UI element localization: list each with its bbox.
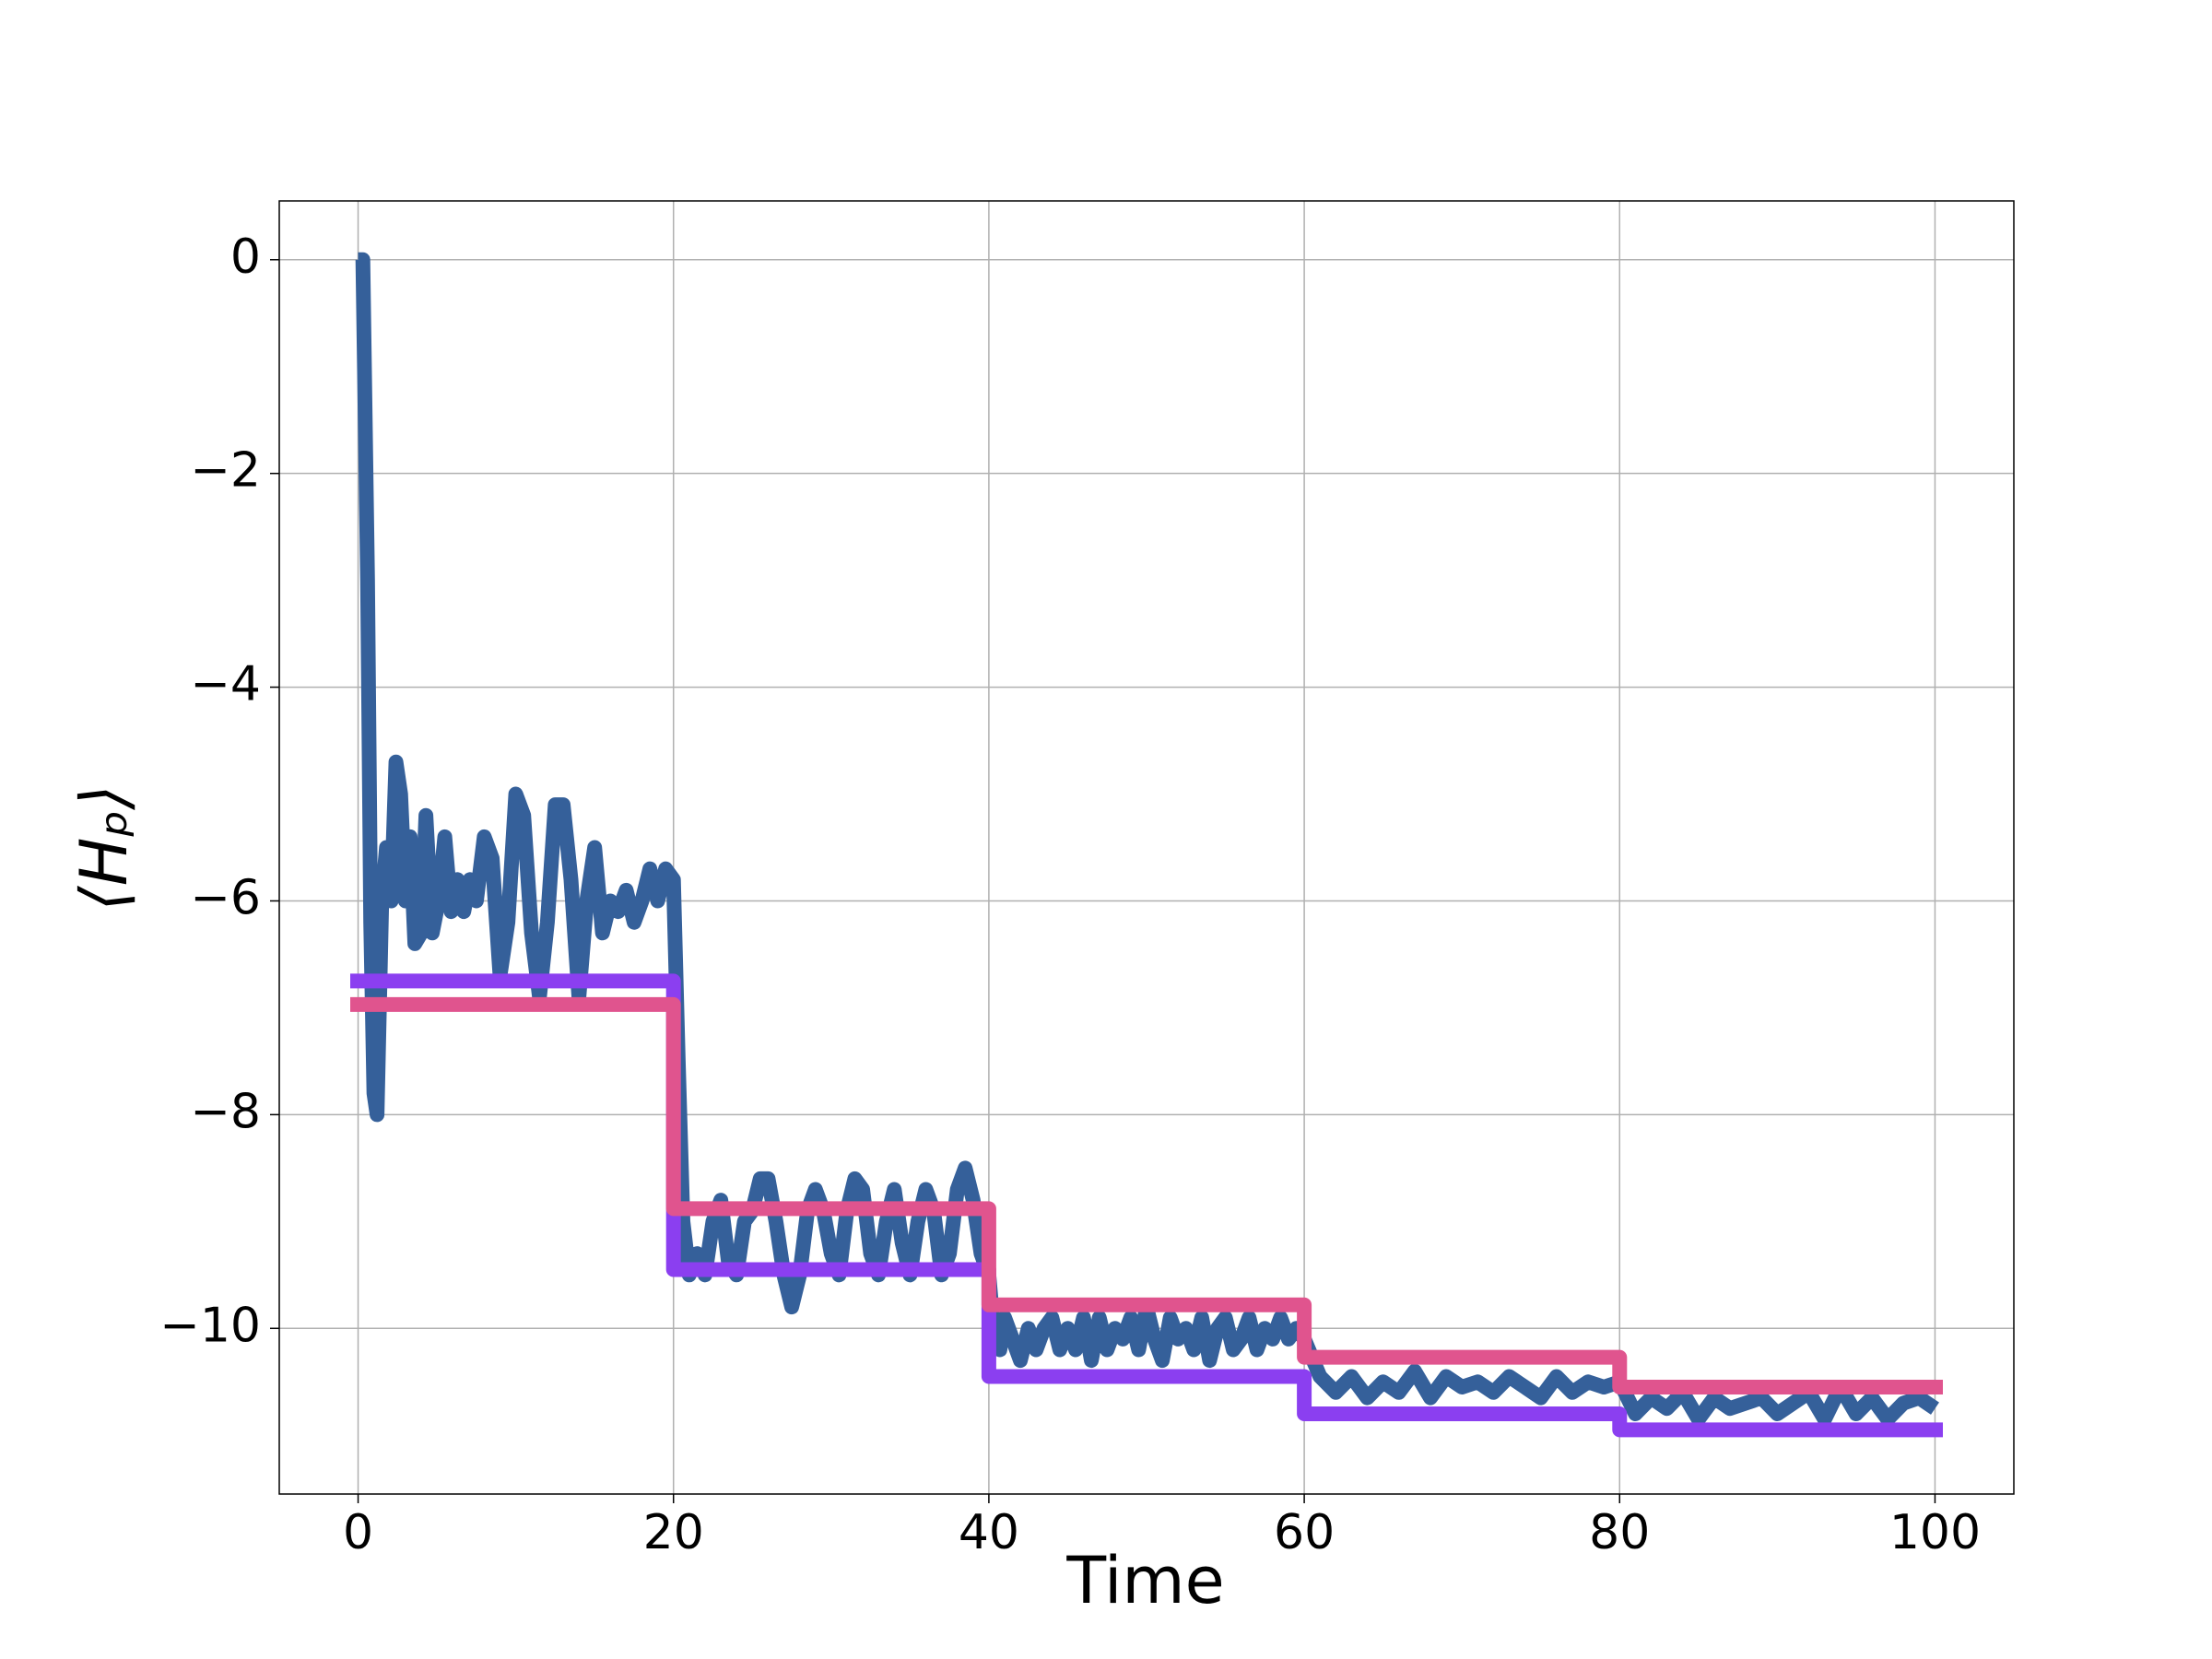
x-tick-label: 20	[643, 1505, 704, 1560]
y-tick-label: 0	[230, 229, 261, 285]
y-tick-label: −10	[159, 1298, 261, 1353]
x-tick-label: 40	[959, 1505, 1019, 1560]
y-tick-label: −4	[190, 657, 261, 712]
x-tick-label: 0	[343, 1505, 373, 1560]
x-tick-label: 100	[1889, 1505, 1981, 1560]
line-series	[350, 973, 1943, 1438]
x-tick-label: 80	[1589, 1505, 1650, 1560]
y-tick-label: −2	[190, 443, 261, 499]
line-series	[355, 252, 1939, 1427]
x-tick-label: 60	[1274, 1505, 1335, 1560]
line-series	[350, 996, 1943, 1394]
plot-frame	[278, 200, 2015, 1495]
x-axis-label: Time	[1065, 1543, 1224, 1618]
y-axis-label: ⟨Hₚ⟩	[66, 784, 142, 911]
y-tick-label: −6	[190, 870, 261, 925]
y-tick-label: −8	[190, 1084, 261, 1139]
